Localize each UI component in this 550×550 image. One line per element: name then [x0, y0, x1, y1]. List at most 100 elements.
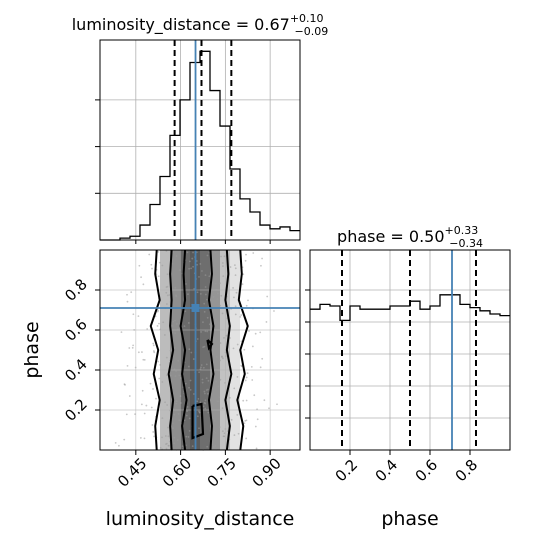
- scatter-point-305: [151, 267, 153, 270]
- joint-xtick-label-0: 0.45: [114, 454, 150, 490]
- scatter-point-365: [176, 439, 179, 441]
- scatter-point-49: [196, 415, 199, 418]
- scatter-point-395: [178, 269, 181, 272]
- scatter-point-351: [222, 275, 225, 278]
- title-phase-sub: −0.34: [449, 237, 483, 250]
- scatter-point-407: [242, 399, 245, 402]
- scatter-point-48: [157, 251, 160, 253]
- scatter-point-283: [125, 413, 128, 416]
- title-luminosity-distance-main: luminosity_distance = 0.67: [72, 15, 290, 35]
- scatter-point-414: [225, 334, 228, 337]
- title-luminosity-distance-sub: −0.09: [295, 25, 329, 38]
- scatter-point-101: [143, 358, 146, 361]
- scatter-point-66: [161, 417, 164, 420]
- scatter-point-183: [155, 397, 157, 400]
- scatter-point-404: [220, 356, 223, 358]
- contour-blob-0: [191, 402, 205, 440]
- scatter-point-338: [181, 445, 184, 448]
- scatter-point-239: [199, 401, 202, 404]
- joint-truth-marker: [191, 304, 200, 312]
- scatter-point-31: [141, 389, 144, 392]
- hist-phase-xtick-label-0: 0.2: [332, 456, 362, 486]
- hist-ld-frame: [99, 39, 301, 241]
- scatter-point-258: [168, 294, 171, 296]
- scatter-point-7: [206, 392, 209, 395]
- scatter-point-321: [259, 331, 262, 334]
- scatter-point-293: [189, 388, 192, 391]
- hist-phase-frame: [309, 249, 511, 451]
- density-column-5: [210, 250, 220, 450]
- scatter-point-301: [246, 372, 249, 375]
- scatter-point-288: [219, 282, 221, 285]
- scatter-point-287: [198, 427, 200, 430]
- scatter-point-398: [222, 357, 224, 360]
- scatter-point-279: [162, 321, 165, 324]
- scatter-point-90: [152, 342, 155, 345]
- title-phase: phase = 0.50+0.33 −0.34: [337, 224, 483, 250]
- scatter-point-45: [196, 338, 199, 340]
- scatter-point-326: [256, 418, 259, 421]
- scatter-point-345: [126, 293, 128, 296]
- scatter-point-323: [169, 374, 172, 377]
- scatter-point-39: [188, 267, 190, 270]
- scatter-point-124: [215, 380, 217, 383]
- scatter-point-147: [212, 265, 215, 268]
- scatter-point-134: [137, 351, 140, 354]
- scatter-point-122: [220, 294, 223, 297]
- scatter-point-207: [233, 434, 236, 437]
- scatter-point-406: [159, 446, 162, 449]
- scatter-point-167: [212, 417, 215, 420]
- scatter-point-20: [158, 377, 161, 380]
- scatter-point-174: [185, 414, 188, 417]
- scatter-point-15: [211, 349, 214, 352]
- scatter-point-191: [149, 382, 152, 385]
- scatter-point-244: [188, 417, 191, 420]
- scatter-point-331: [214, 251, 217, 254]
- scatter-point-127: [268, 407, 270, 410]
- scatter-point-19: [265, 321, 268, 323]
- scatter-point-234: [206, 316, 209, 319]
- scatter-point-160: [172, 320, 175, 323]
- scatter-point-402: [244, 379, 247, 382]
- scatter-point-347: [245, 376, 248, 379]
- scatter-point-393: [166, 374, 168, 377]
- scatter-point-259: [234, 305, 237, 308]
- scatter-point-1: [166, 273, 169, 276]
- scatter-point-299: [130, 291, 133, 294]
- scatter-point-206: [212, 445, 215, 448]
- scatter-point-350: [164, 435, 167, 437]
- scatter-point-103: [165, 291, 168, 294]
- scatter-point-193: [178, 419, 181, 422]
- scatter-point-230: [201, 270, 203, 272]
- scatter-point-23: [172, 250, 175, 253]
- scatter-point-384: [153, 435, 155, 438]
- scatter-point-148: [171, 422, 174, 425]
- scatter-point-334: [158, 322, 160, 325]
- scatter-point-169: [243, 422, 246, 425]
- scatter-point-158: [213, 419, 216, 422]
- scatter-point-418: [145, 404, 148, 407]
- scatter-point-141: [196, 291, 199, 294]
- scatter-point-172: [187, 293, 189, 296]
- scatter-point-272: [200, 364, 203, 366]
- scatter-point-5: [175, 255, 178, 257]
- scatter-point-330: [140, 403, 143, 406]
- scatter-point-362: [206, 254, 209, 257]
- scatter-point-367: [171, 325, 174, 327]
- scatter-point-205: [266, 295, 269, 298]
- scatter-point-201: [159, 363, 161, 366]
- scatter-point-115: [143, 412, 146, 415]
- scatter-point-164: [220, 255, 222, 258]
- x-axis-label-phase: phase: [381, 508, 438, 530]
- contour-line-3: [224, 249, 233, 451]
- joint-ytick-label-2: 0.6: [61, 315, 91, 345]
- scatter-point-300: [214, 444, 217, 447]
- scatter-point-408: [173, 442, 176, 445]
- density-column-7: [230, 250, 240, 450]
- scatter-point-391: [259, 366, 262, 369]
- scatter-point-120: [239, 315, 242, 318]
- scatter-point-241: [223, 435, 226, 438]
- scatter-point-353: [251, 345, 254, 348]
- scatter-point-91: [201, 378, 204, 381]
- scatter-point-4: [190, 351, 193, 354]
